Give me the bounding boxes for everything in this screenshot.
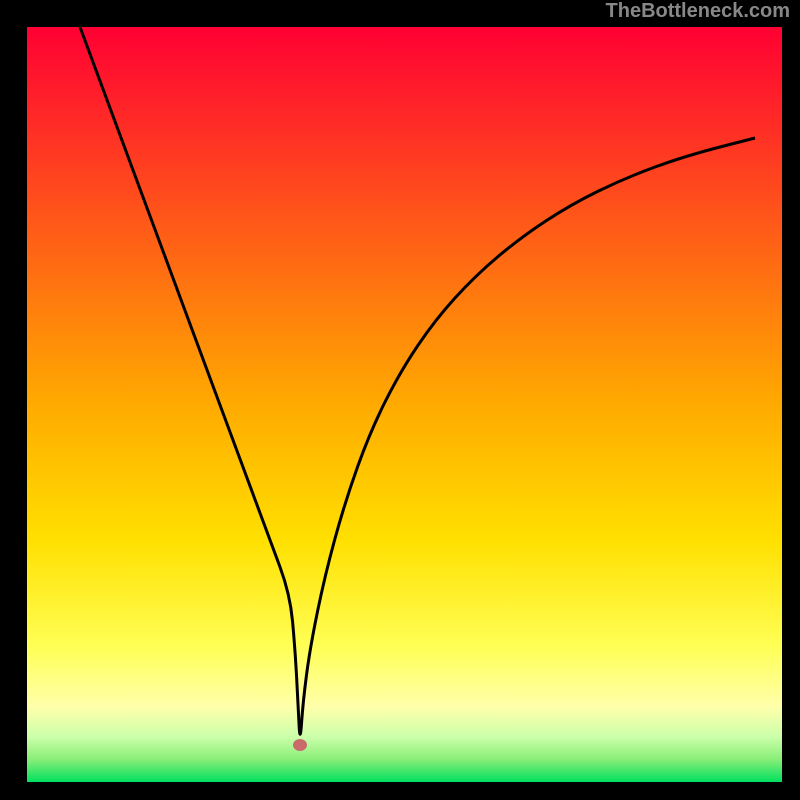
optimal-point-marker [293, 739, 307, 751]
bottleneck-chart [27, 27, 782, 782]
watermark-text: TheBottleneck.com [606, 0, 790, 23]
bottleneck-curve [27, 27, 782, 782]
